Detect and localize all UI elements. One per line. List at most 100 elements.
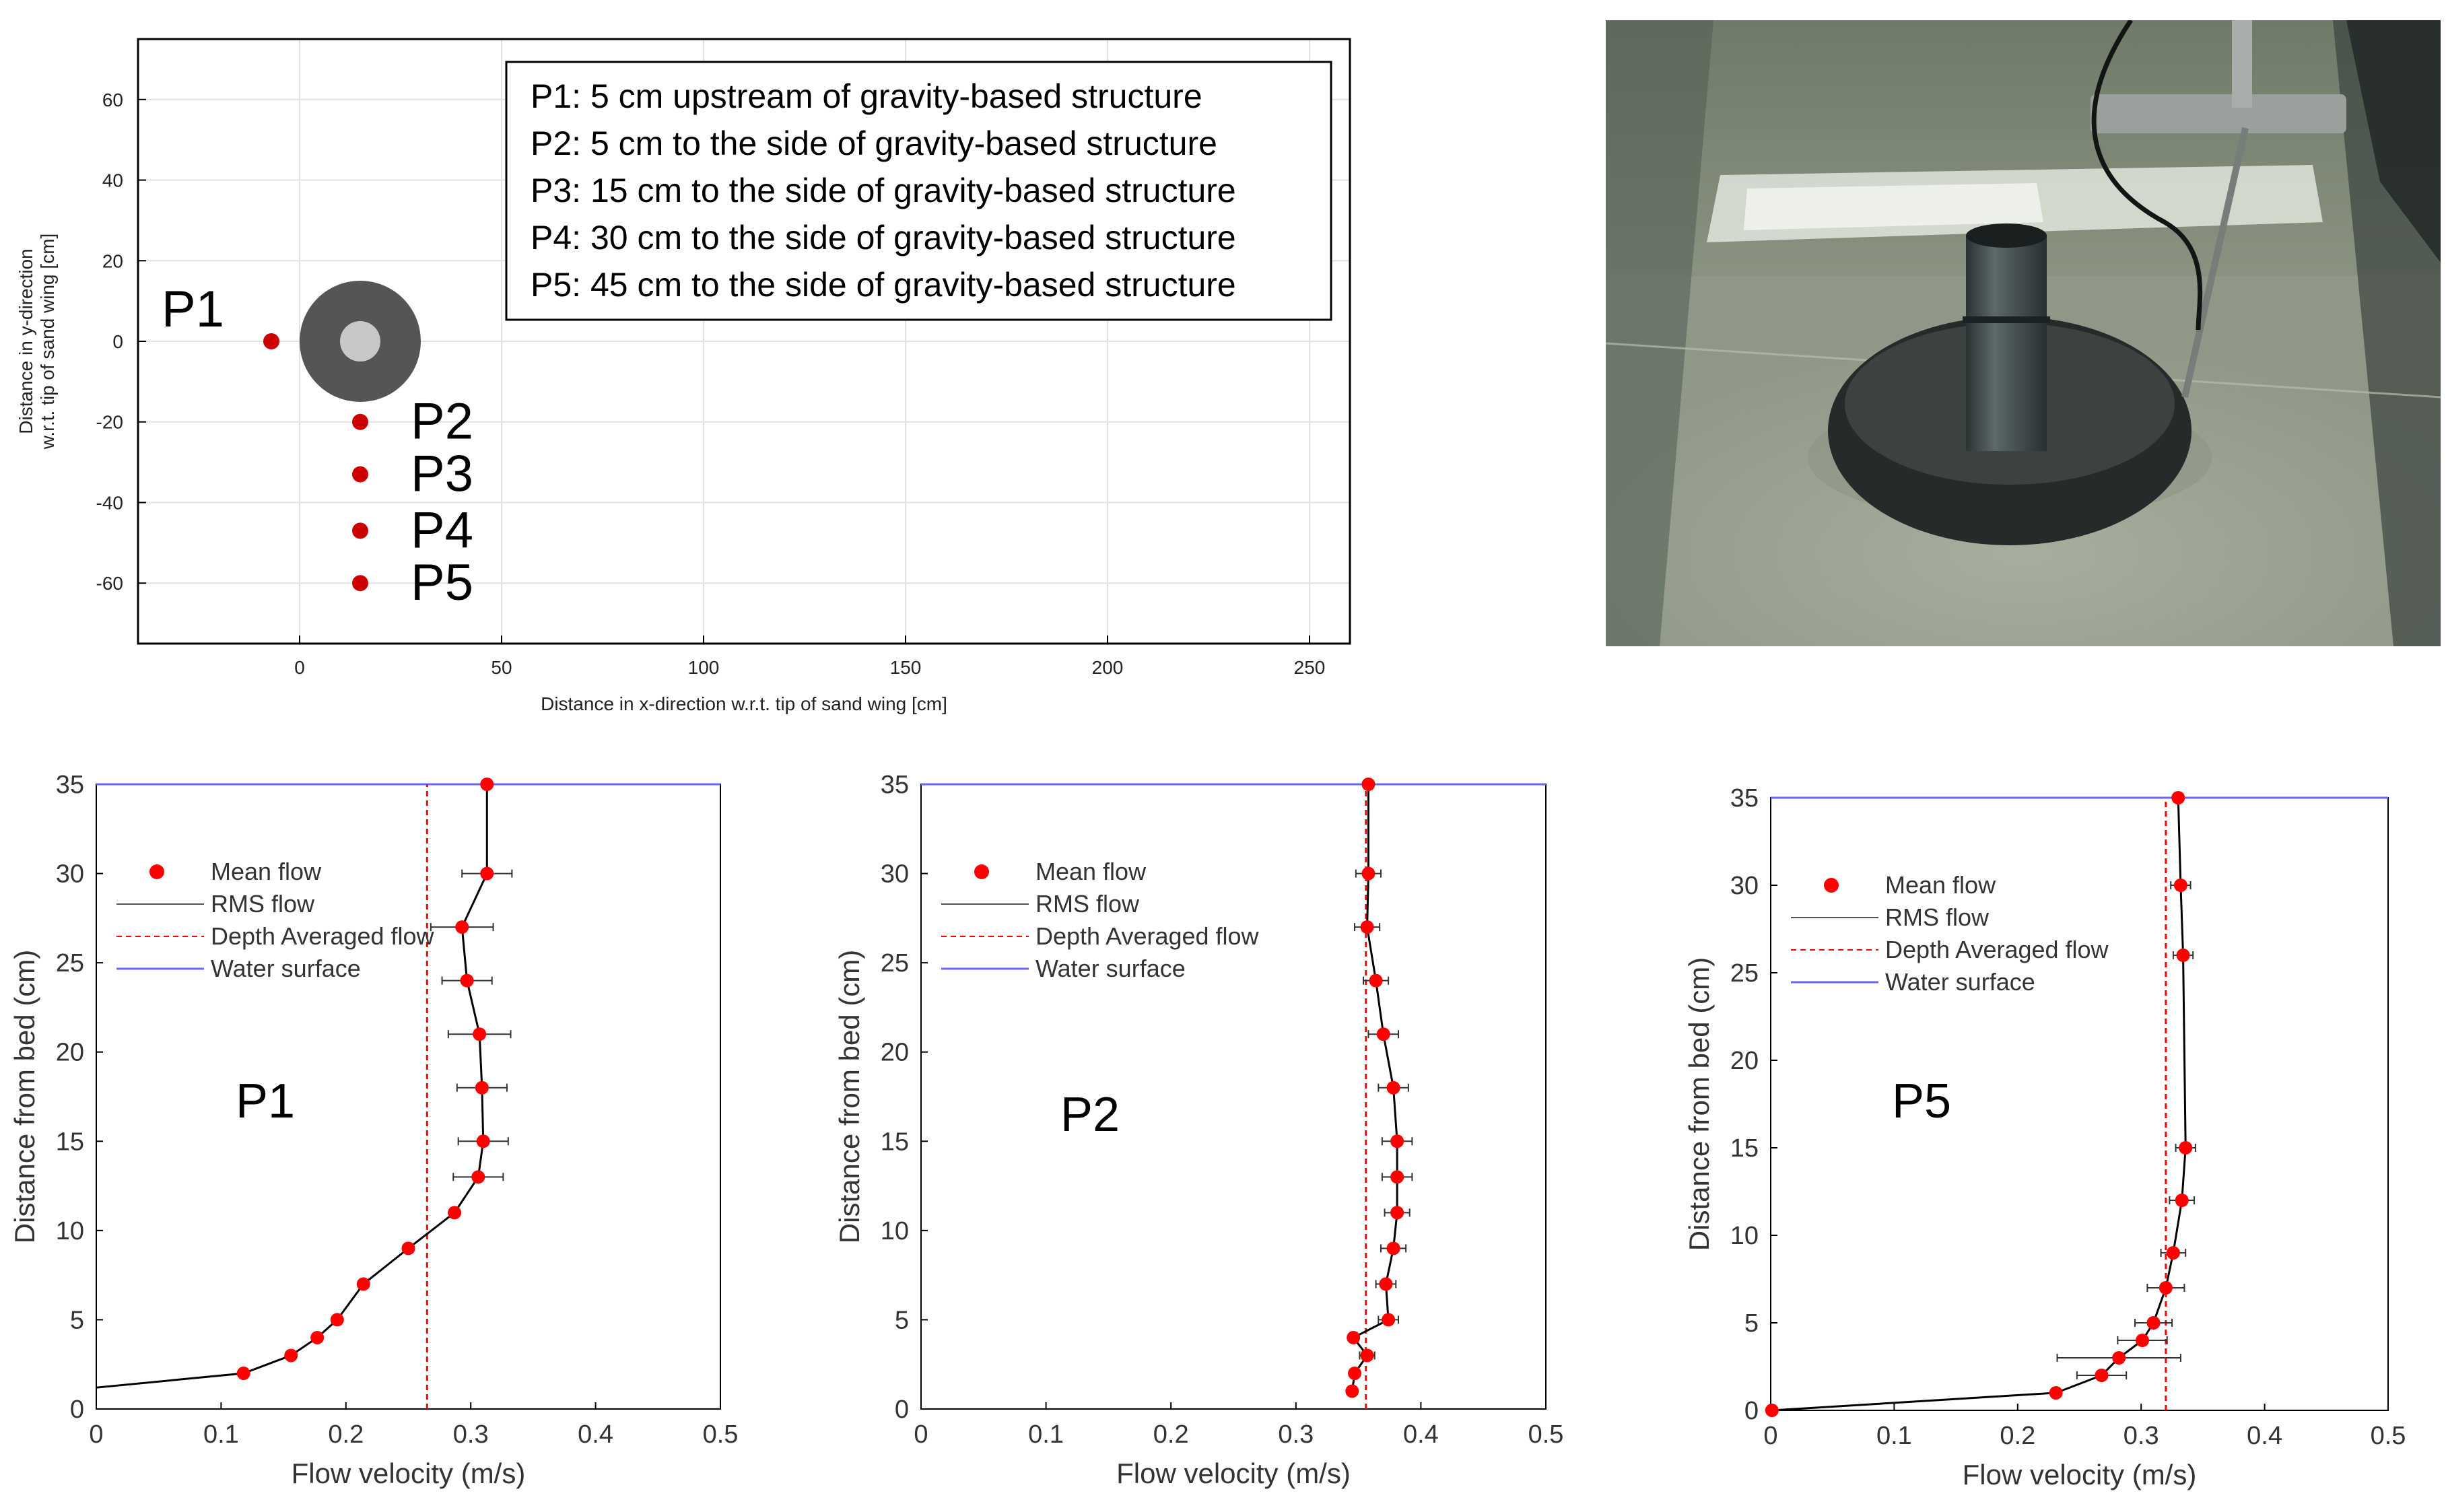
mean-flow-point (1390, 1206, 1404, 1220)
mean-flow-point (1347, 1330, 1361, 1344)
y-tick-label: 10 (56, 1217, 84, 1245)
measurement-point-p3 (352, 466, 368, 483)
panel-label: P2 (1060, 1088, 1120, 1142)
legend-label: Depth Averaged flow (211, 922, 435, 950)
y-tick-label: 15 (1730, 1134, 1759, 1163)
measurement-point-label: P5 (411, 554, 473, 611)
x-axis-label: Flow velocity (m/s) (1963, 1459, 2197, 1490)
structure-pile (340, 321, 380, 362)
x-tick-label: 0.2 (1153, 1420, 1189, 1449)
x-tick-label: 0.2 (2000, 1422, 2035, 1450)
mean-flow-point (1386, 1241, 1400, 1256)
y-tick-label: 10 (881, 1217, 909, 1245)
measurement-point-label: P1 (162, 281, 224, 338)
measurement-point-label: P3 (411, 446, 473, 503)
legend-label: RMS flow (1885, 903, 1990, 931)
panel-label: P5 (1892, 1074, 1951, 1128)
mean-flow-point (2171, 791, 2185, 804)
y-tick-label: 30 (1730, 872, 1759, 900)
profile-frame (96, 784, 721, 1410)
mean-flow-point (448, 1206, 462, 1220)
y-tick-label: 5 (895, 1306, 909, 1334)
y-tick-label: 35 (1730, 784, 1759, 813)
mean-flow-point (1360, 920, 1374, 934)
y-tick-label: 25 (881, 949, 909, 977)
mean-flow-point (2175, 1194, 2189, 1207)
x-tick-label: 0.5 (2371, 1422, 2406, 1450)
legend-label: Water surface (1035, 955, 1186, 982)
mean-flow-point (2176, 949, 2190, 962)
y-tick-label: 0 (70, 1396, 84, 1424)
mean-flow-point (1390, 1134, 1404, 1148)
flume-experiment-photo (1606, 20, 2441, 646)
legend-label: Depth Averaged flow (1885, 936, 2109, 963)
legend-label: Depth Averaged flow (1035, 922, 1260, 950)
x-tick-label: 0.3 (453, 1420, 489, 1449)
top-x-tick-label: 250 (1294, 657, 1326, 678)
legend-mean-marker (1824, 878, 1839, 893)
top-plot-x-axis-label: Distance in x-direction w.r.t. tip of sa… (541, 693, 947, 714)
y-tick-label: 20 (56, 1039, 84, 1067)
mean-flow-point (475, 1080, 489, 1095)
x-tick-label: 0 (914, 1420, 928, 1449)
legend-entry: P2: 5 cm to the side of gravity-based st… (531, 125, 1217, 162)
panel-label: P1 (236, 1074, 295, 1128)
legend-mean-marker (974, 864, 989, 879)
y-tick-label: 10 (1730, 1222, 1759, 1250)
top-y-tick-label: -60 (96, 573, 123, 594)
mean-flow-point (1361, 778, 1375, 791)
mean-flow-point (1345, 1384, 1359, 1398)
x-tick-label: 0.1 (1876, 1422, 1912, 1450)
mean-flow-point (2179, 1141, 2193, 1155)
rms-flow-line (96, 784, 488, 1389)
y-tick-label: 15 (881, 1128, 909, 1156)
x-tick-label: 0.5 (703, 1420, 739, 1449)
mean-flow-point (1379, 1277, 1393, 1291)
velocity-profile-p1: 0 0.1 0.2 0.3 0.4 0.5 0 5 10 15 20 25 30 35 Flow veloc… (9, 771, 738, 1489)
mean-flow-point (460, 973, 474, 988)
mean-flow-point (310, 1330, 325, 1344)
x-tick-label: 0.3 (2124, 1422, 2159, 1450)
legend-label: Mean flow (1885, 871, 1996, 899)
mean-flow-point (236, 1366, 250, 1380)
y-tick-label: 0 (895, 1396, 909, 1424)
profile-frame (920, 784, 1547, 1410)
mean-flow-point (2136, 1334, 2150, 1347)
mean-flow-point (356, 1277, 370, 1291)
top-plot-y-axis-label-line2: w.r.t. tip of sand wing [cm] (37, 234, 58, 450)
y-tick-label: 25 (56, 949, 84, 977)
mean-flow-point (1765, 1404, 1779, 1417)
top-y-tick-label: -20 (96, 412, 123, 433)
mean-flow-point (2159, 1281, 2173, 1295)
top-y-tick-label: 40 (102, 170, 123, 191)
y-tick-label: 20 (1730, 1047, 1759, 1075)
x-tick-label: 0 (89, 1420, 103, 1449)
mean-flow-point (471, 1170, 485, 1184)
mean-flow-point (1390, 1170, 1404, 1184)
mean-flow-point (2112, 1351, 2126, 1365)
mean-flow-point (473, 1027, 487, 1041)
top-y-tick-label: 60 (102, 90, 123, 110)
legend-label: RMS flow (1035, 890, 1140, 918)
measurement-point-p2 (352, 413, 368, 430)
mean-flow-point (1369, 973, 1383, 988)
mean-flow-point (1348, 1366, 1362, 1380)
top-x-tick-label: 150 (890, 657, 922, 678)
x-tick-label: 0.1 (1028, 1420, 1064, 1449)
top-x-tick-label: 200 (1092, 657, 1124, 678)
mean-flow-point (284, 1348, 298, 1363)
top-y-tick-label: 20 (102, 250, 123, 271)
measurement-point-label: P4 (411, 502, 473, 559)
y-tick-label: 35 (881, 771, 909, 799)
gravity-based-structure (300, 281, 421, 402)
mean-flow-point (476, 1134, 490, 1148)
legend-label: Mean flow (1035, 858, 1147, 885)
legend-mean-marker (149, 864, 164, 879)
mean-flow-point (480, 778, 494, 791)
x-tick-label: 0.4 (1403, 1420, 1439, 1449)
y-tick-label: 35 (56, 771, 84, 799)
mean-flow-point (455, 920, 469, 934)
mean-flow-point (401, 1241, 415, 1256)
